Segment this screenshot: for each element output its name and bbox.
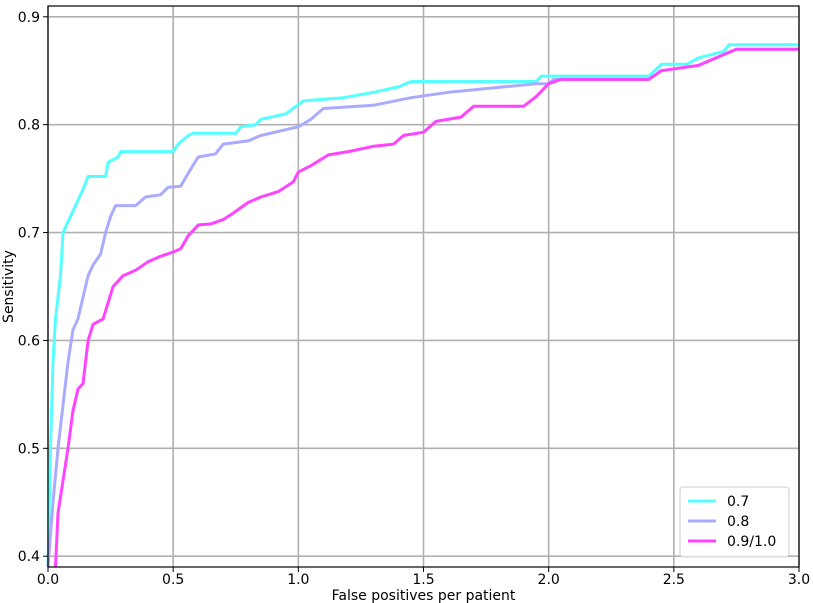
series-layer bbox=[46, 43, 799, 568]
y-axis-label: Sensitivity bbox=[1, 250, 17, 323]
x-tick-label: 1.5 bbox=[412, 572, 434, 588]
y-tick-label: 0.4 bbox=[18, 549, 40, 565]
y-tick-label: 0.6 bbox=[18, 333, 40, 349]
y-axis: 0.4 0.5 0.6 0.7 0.8 0.9 bbox=[18, 10, 48, 565]
y-tick-label: 0.9 bbox=[18, 10, 40, 26]
legend: 0.7 0.8 0.9/1.0 bbox=[679, 486, 790, 558]
x-tick-label: 0.5 bbox=[162, 572, 184, 588]
x-tick-label: 3.0 bbox=[788, 572, 810, 588]
x-tick-label: 1.0 bbox=[287, 572, 309, 588]
x-tick-label: 2.5 bbox=[663, 572, 685, 588]
y-tick-label: 0.8 bbox=[18, 118, 40, 134]
y-tick-label: 0.7 bbox=[18, 226, 40, 242]
series-line-1 bbox=[46, 43, 799, 568]
x-axis: 0.0 0.5 1.0 1.5 2.0 2.5 3.0 bbox=[37, 567, 810, 588]
grid bbox=[47, 6, 800, 567]
legend-label: 0.7 bbox=[727, 494, 749, 510]
series-line-3 bbox=[54, 47, 799, 568]
y-tick-label: 0.5 bbox=[18, 441, 40, 457]
x-tick-label: 0.0 bbox=[37, 572, 59, 588]
legend-label: 0.8 bbox=[727, 514, 749, 530]
x-tick-label: 2.0 bbox=[538, 572, 560, 588]
x-axis-label: False positives per patient bbox=[332, 588, 516, 603]
legend-label: 0.9/1.0 bbox=[727, 534, 776, 550]
